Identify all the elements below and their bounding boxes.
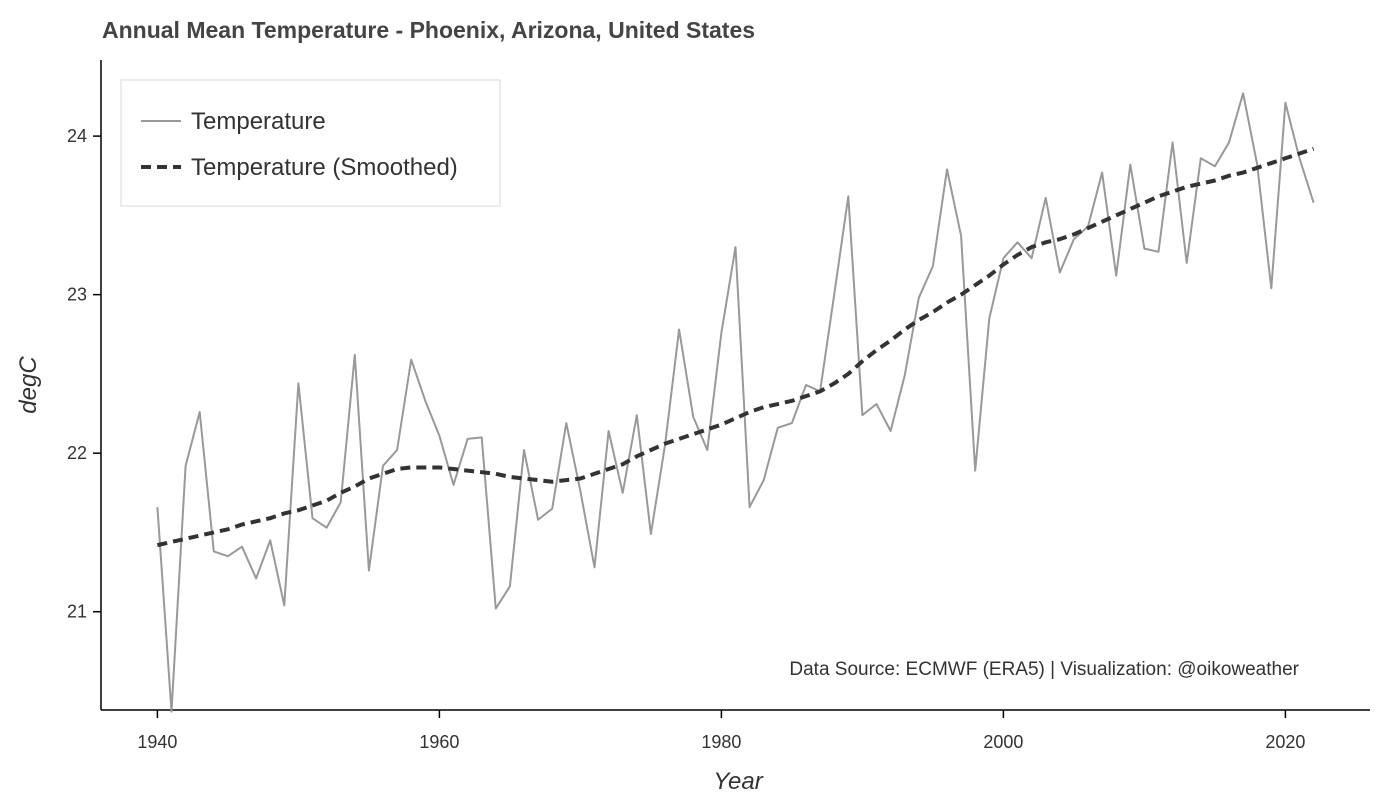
x-axis-label: Year (713, 768, 763, 795)
y-tick-label: 23 (67, 285, 87, 305)
x-tick-label: 2000 (983, 732, 1023, 752)
y-tick-label: 22 (67, 443, 87, 463)
x-tick-label: 1940 (137, 732, 177, 752)
y-axis-label: degC (15, 356, 42, 414)
x-tick-label: 1980 (701, 732, 741, 752)
data-source-annotation: Data Source: ECMWF (ERA5) | Visualizatio… (789, 659, 1299, 680)
y-axis-ticks: 21 22 23 24 (67, 126, 101, 622)
x-tick-label: 2020 (1265, 732, 1305, 752)
y-tick-label: 24 (67, 126, 87, 146)
legend-label-temperature-smoothed: Temperature (Smoothed) (191, 154, 458, 181)
legend-label-temperature: Temperature (191, 108, 326, 135)
series-layer (156, 92, 1315, 713)
x-axis-ticks: 1940 1960 1980 2000 2020 (137, 710, 1305, 752)
legend-frame (120, 79, 501, 207)
series-line-temperature (156, 92, 1315, 713)
y-tick-label: 21 (67, 602, 87, 622)
series-line-temperature-smoothed (156, 146, 1315, 548)
chart-title: Annual Mean Temperature - Phoenix, Arizo… (102, 17, 755, 43)
legend: Temperature Temperature (Smoothed) (120, 79, 501, 207)
x-tick-label: 1960 (419, 732, 459, 752)
